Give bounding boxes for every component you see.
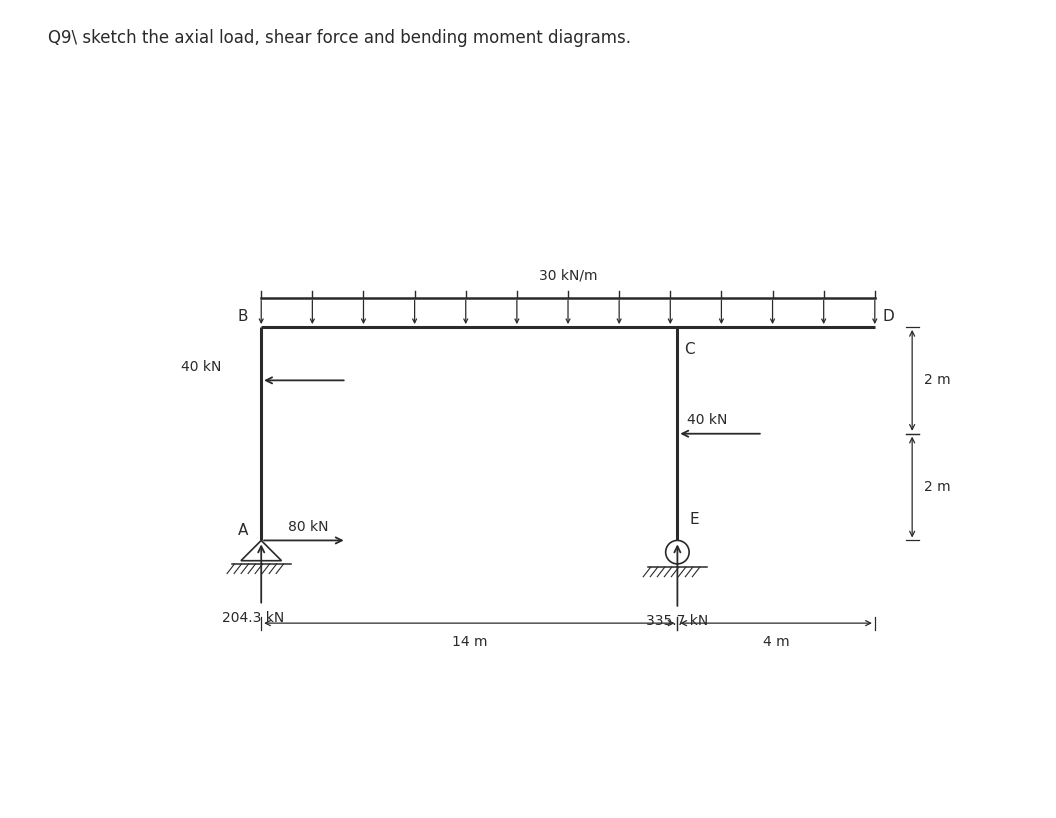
Text: C: C [684,342,695,357]
Text: 2 m: 2 m [924,480,950,494]
Text: D: D [883,309,894,325]
Text: A: A [238,523,248,537]
Text: Q9\ sketch the axial load, shear force and bending moment diagrams.: Q9\ sketch the axial load, shear force a… [48,29,630,47]
Text: E: E [690,512,699,527]
Text: 40 kN: 40 kN [687,413,728,427]
Text: 2 m: 2 m [924,373,950,388]
Text: 40 kN: 40 kN [182,360,222,374]
Text: 80 kN: 80 kN [288,520,328,534]
Text: 14 m: 14 m [452,635,487,649]
Text: 335.7 kN: 335.7 kN [646,614,709,628]
Text: 30 kN/m: 30 kN/m [539,269,598,283]
Text: 4 m: 4 m [762,635,790,649]
Text: 204.3 kN: 204.3 kN [222,611,284,625]
Text: B: B [238,309,248,325]
